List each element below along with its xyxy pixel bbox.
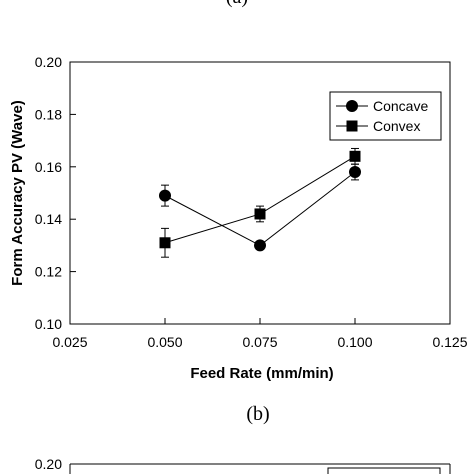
convex-point [159, 237, 171, 249]
legend-concave-label: Concave [373, 98, 428, 114]
top-caption: (a) [226, 0, 248, 8]
y-axis-title: Form Accuracy PV (Wave) [9, 100, 26, 286]
x-tick-label: 0.025 [52, 334, 87, 350]
y-tick-label: 0.10 [35, 316, 62, 332]
convex-series-line [164, 155, 356, 244]
legend-concave-marker [346, 100, 358, 112]
chart-b: 0.10 0.12 0.14 0.16 0.18 0.20 0.025 0.050 0.075… [9, 54, 468, 382]
x-tick-label: 0.125 [432, 334, 467, 350]
legend: Concave Convex [329, 91, 442, 141]
series-layer [159, 147, 361, 258]
legend-convex-label: Convex [373, 118, 420, 134]
concave-point [349, 166, 361, 179]
y-tick-label: 0.20 [35, 54, 62, 70]
convex-point [254, 208, 266, 220]
y-tick-label-c: 0.20 [35, 456, 62, 472]
x-tick-label: 0.075 [242, 334, 277, 350]
legend-c-frame [327, 467, 441, 474]
x-axis-title: Feed Rate (mm/min) [190, 365, 333, 382]
y-tick-label: 0.12 [35, 264, 62, 280]
y-axis: 0.10 0.12 0.14 0.16 0.18 0.20 [35, 54, 76, 332]
concave-point [254, 239, 266, 252]
y-tick-label: 0.16 [35, 159, 62, 175]
convex-point [349, 150, 361, 162]
legend-convex-marker [346, 120, 358, 132]
chart-c: 0.20 [35, 456, 451, 474]
y-tick-label: 0.14 [35, 211, 62, 227]
x-axis: 0.025 0.050 0.075 0.100 0.125 [52, 318, 468, 350]
concave-point [159, 189, 171, 202]
y-tick-label: 0.18 [35, 106, 62, 122]
x-tick-label: 0.050 [147, 334, 182, 350]
bottom-caption: (b) [246, 403, 269, 425]
legend-frame [329, 91, 442, 141]
x-tick-label: 0.100 [337, 334, 372, 350]
